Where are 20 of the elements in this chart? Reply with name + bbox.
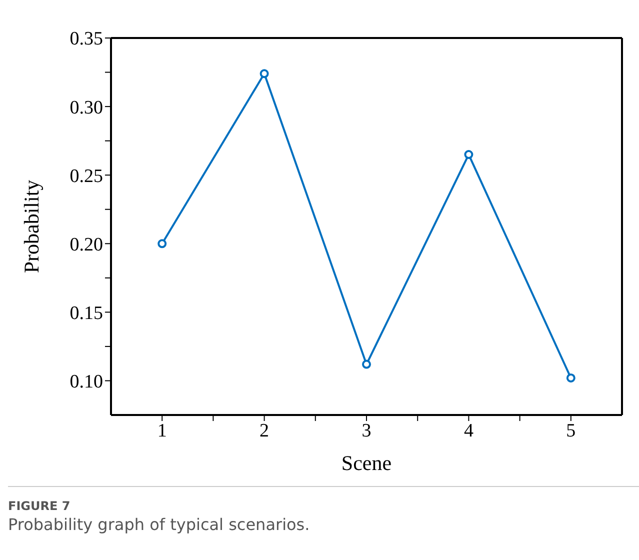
point (260, 69, 269, 78)
x-tick-label: 3 (362, 420, 372, 442)
y-tick-label: 0.15 (70, 302, 103, 324)
y-tick-label: 0.25 (70, 166, 103, 187)
point (362, 360, 371, 369)
x-tick-label: 4 (464, 420, 474, 442)
x-tick-label: 5 (566, 420, 576, 442)
x-tick-label: 1 (157, 420, 167, 442)
point (464, 150, 474, 160)
y-axis-title: Probability (19, 179, 44, 274)
y-tick-label: 0.20 (70, 234, 103, 256)
x-tick-label: 2 (260, 420, 270, 442)
y-tick-label: 0.30 (70, 97, 103, 118)
point (566, 373, 576, 382)
y-tick-label: 0.10 (70, 371, 103, 392)
point (158, 239, 167, 248)
text: Probability graph of typical scenarios. (8, 515, 311, 534)
x-axis-title: Scene (341, 451, 392, 475)
caption: FIGURE 7 (8, 499, 72, 513)
y-tick-label: 0.35 (70, 28, 103, 50)
